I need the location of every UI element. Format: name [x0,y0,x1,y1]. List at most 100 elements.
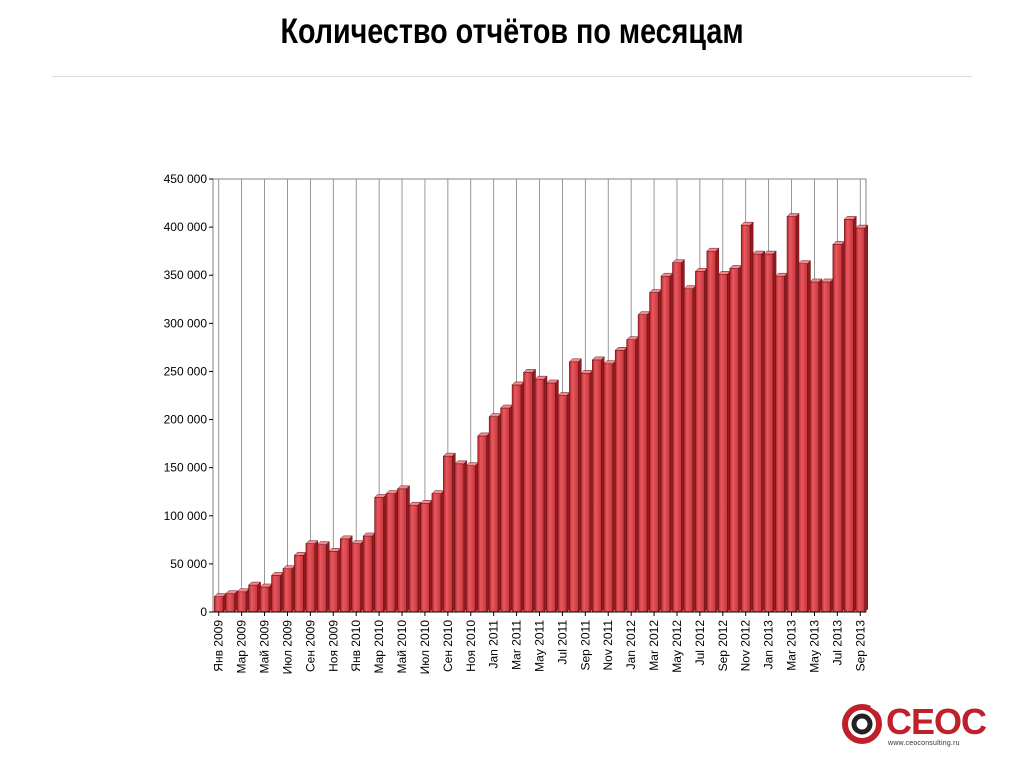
bar [603,360,617,613]
bar [282,565,296,613]
x-tick-label: Янв 2010 [349,620,363,672]
bar [500,404,514,613]
bar-front [282,568,293,613]
bar-front [351,543,361,613]
bar [671,259,686,613]
bar [580,369,594,613]
x-tick-label: Sep 2011 [578,620,592,671]
bar [454,460,468,613]
bar [419,499,434,613]
x-tick-label: Sep 2013 [853,620,867,672]
bars [213,212,869,613]
y-tick-label: 350 000 [164,268,208,282]
bar-front [465,465,476,613]
bar [396,485,411,613]
x-tick-label: Май 2009 [258,620,272,674]
x-tick-label: Сен 2010 [441,620,455,672]
bar [477,432,491,613]
bar-front [259,586,270,613]
bar [442,452,456,613]
x-tick-label: Jul 2011 [555,620,569,665]
bar-front [660,275,671,613]
bar [717,270,731,613]
bar [236,588,250,613]
bar [820,278,834,613]
x-tick-label: Ноя 2010 [464,620,478,672]
x-tick-label: May 2012 [670,620,684,673]
bar [660,272,674,613]
bar-front [569,361,579,613]
y-tick-label: 400 000 [164,220,208,234]
bar-front [775,275,785,613]
bar-front [431,493,442,613]
bar [706,247,720,613]
bar-front [740,224,751,613]
bar [775,272,789,613]
bar [614,346,628,613]
y-tick-label: 450 000 [164,172,208,186]
bar-front [305,543,316,613]
bar-front [328,551,339,613]
bar-front [752,253,762,613]
x-tick-label: Июл 2010 [418,620,432,675]
y-tick-label: 50 000 [170,557,207,571]
bar [316,541,330,613]
bar [694,267,708,613]
bar [248,581,262,613]
y-tick-label: 150 000 [164,461,208,475]
bar-front [477,435,487,613]
bar [809,278,823,613]
y-tick-label: 300 000 [164,316,208,330]
bar [626,336,640,613]
bar-front [546,382,556,613]
bar [545,379,560,613]
bar [855,224,869,613]
x-tick-label: Mar 2013 [785,620,799,671]
title-divider [52,76,972,77]
bar [385,490,399,613]
logo-wordmark: CEOC [886,701,987,742]
x-tick-label: Jul 2013 [830,620,844,666]
bar [637,311,651,613]
x-tick-label: Янв 2009 [212,620,226,672]
bar-front [855,227,866,613]
x-tick-label: Июл 2009 [280,620,294,675]
x-tick-label: Jan 2012 [624,620,638,670]
bar-front [534,378,545,613]
x-tick-label: Sep 2012 [716,620,730,672]
bar-front [706,250,717,613]
x-tick-label: Мар 2010 [372,620,386,674]
bar-front [294,554,304,613]
bar-front [786,216,797,613]
bar-front [844,219,854,613]
bar [305,540,319,613]
bar-front [225,593,235,613]
bar [511,381,525,613]
bar [763,250,777,613]
bar [213,593,227,613]
bar-front [408,504,419,613]
x-tick-label: Mar 2012 [647,620,661,671]
bar-front [500,407,510,613]
bar [752,250,766,613]
bar [465,462,479,613]
bar [534,375,548,613]
x-tick-label: Mar 2011 [510,620,524,670]
x-tick-label: Jan 2011 [487,620,501,669]
bar [339,535,353,613]
bar [328,547,342,613]
bar-front [454,463,465,613]
bar-front [248,584,258,613]
bar [225,590,239,613]
x-tick-label: Jan 2013 [762,620,776,670]
bar [270,571,285,613]
x-tick-label: Ноя 2009 [326,620,340,672]
x-tick-label: May 2011 [533,620,547,672]
bar-front [339,538,350,613]
bar-front [317,544,327,613]
bar [431,490,445,613]
bar-front [374,497,384,613]
bar [729,264,743,613]
bar [293,551,307,613]
bar-front [523,372,533,613]
